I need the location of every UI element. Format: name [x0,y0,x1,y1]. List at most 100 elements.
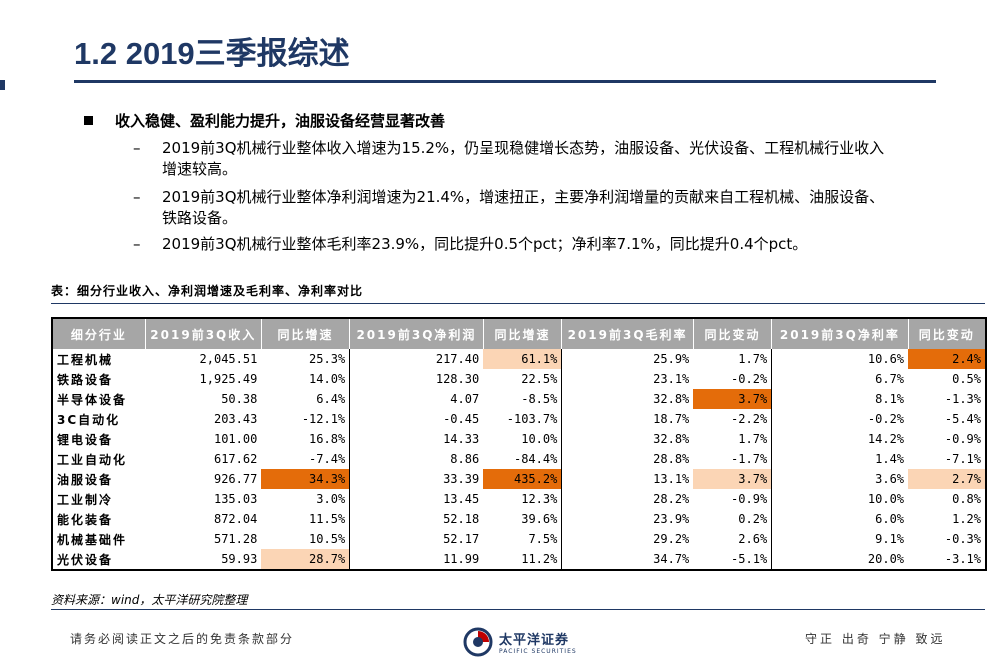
page-title: 1.2 2019三季报综述 [74,36,350,71]
table-cell: 1.7% [693,429,773,449]
table-cell: 0.5% [952,372,981,386]
table-cell: 10.0% [867,492,905,506]
table-cell: -0.9% [944,432,981,446]
industry-comparison-table: 细分行业 2019前3Q收入 同比增速 2019前3Q净利润 同比增速 2019… [51,317,987,571]
table-cell: 13.45 [443,492,480,506]
bullet-heading-text: 收入稳健、盈利能力提升，油服设备经营显著改善 [115,112,446,130]
table-cell: 34.3% [261,469,351,489]
table-cell: -3.1% [944,552,981,566]
table-cell: -1.7% [693,449,773,469]
dash-icon: – [133,188,141,206]
table-cell: 1.4% [875,452,905,466]
table-cell: -103.7% [483,409,563,429]
sub-bullet-2-line2: 铁路设备。 [162,209,238,227]
table-cell: 101.00 [213,432,258,446]
table-cell: 3.7% [693,469,773,489]
table-cell: -0.2% [867,412,905,426]
sub-bullet-1-line2: 增速较高。 [162,160,238,178]
table-cell: 4.07 [450,392,480,406]
dash-icon: – [133,235,141,253]
source-note: 资料来源：wind，太平洋研究院整理 [51,593,248,607]
table-cell: -7.4% [261,449,351,469]
table-cell: 29.2% [653,532,690,546]
table-row: 机械基础件 571.28 10.5% 52.17 7.5% 29.2% 2.6% 9.1% -0… [52,529,986,549]
table-cell: 1,925.49 [199,372,258,386]
table-cell: 3.0% [261,489,351,509]
table-row: 半导体设备 50.38 6.4% 4.07 -8.5% 32.8% 3.7% 8.1% -1.3… [52,389,986,409]
table-cell: 28.7% [261,549,351,570]
table-cell: 872.04 [213,512,258,526]
table-cell: 39.6% [483,509,563,529]
table-cell: 14.33 [443,432,480,446]
table-cell: 52.18 [443,512,480,526]
industry-name-cell: 工业制冷 [57,492,114,507]
table-cell: 0.2% [693,509,773,529]
caption-rule [51,303,985,304]
table-cell: 9.1% [875,532,905,546]
col-header: 同比增速 [261,318,351,349]
table-cell: 16.8% [261,429,351,449]
industry-name-cell: 3C自动化 [57,412,121,427]
table-cell: 59.93 [221,552,258,566]
table-row: 光伏设备 59.93 28.7% 11.99 11.2% 34.7% -5.1% 20.0% -… [52,549,986,570]
table-row: 铁路设备 1,925.49 14.0% 128.30 22.5% 23.1% -0.2% 6.… [52,369,986,389]
table-cell: 10.0% [483,429,563,449]
table-cell: 8.86 [450,452,480,466]
disclaimer-footer: 请务必阅读正文之后的免责条款部分 [70,632,295,646]
table-cell: 14.2% [867,432,905,446]
col-header: 2019前3Q毛利率 [561,318,694,349]
table-cell: 28.2% [653,492,690,506]
table-cell: -12.1% [261,409,351,429]
table-cell: -5.4% [944,412,981,426]
table-cell: 1.2% [952,512,981,526]
table-row: 油服设备 926.77 34.3% 33.39 435.2% 13.1% 3.7% 3.6% 2… [52,469,986,489]
table-row: 工程机械 2,045.51 25.3% 217.40 61.1% 25.9% 1.7% 10.… [52,349,986,369]
table-cell: 13.1% [653,472,690,486]
bullet-square-icon [84,116,93,125]
col-header: 同比增速 [483,318,563,349]
table-row: 工业自动化 617.62 -7.4% 8.86 -84.4% 28.8% -1.7% 1.4%… [52,449,986,469]
table-cell: 2.6% [693,529,773,549]
col-header: 2019前3Q净利率 [771,318,909,349]
industry-name-cell: 工程机械 [57,352,114,367]
table-cell: 6.4% [261,389,351,409]
table-caption: 表：细分行业收入、净利润增速及毛利率、净利率对比 [51,284,364,298]
industry-name-cell: 工业自动化 [57,452,128,467]
motto-footer: 守正 出奇 宁静 致远 [805,632,946,646]
table-cell: 11.99 [443,552,480,566]
table-cell: -2.2% [693,409,773,429]
table-cell: 128.30 [435,372,480,386]
table-cell: 20.0% [867,552,905,566]
table-row: 锂电设备 101.00 16.8% 14.33 10.0% 32.8% 1.7% 14.2% -… [52,429,986,449]
table-cell: 2,045.51 [199,352,258,366]
table-cell: 32.8% [653,392,690,406]
bullet-heading: 收入稳健、盈利能力提升，油服设备经营显著改善 [84,110,445,131]
table-row: 能化装备 872.04 11.5% 52.18 39.6% 23.9% 0.2% 6.0% 1.… [52,509,986,529]
logo-icon [463,627,493,657]
table-cell: 571.28 [213,532,258,546]
industry-name-cell: 机械基础件 [57,532,128,547]
title-accent-bar [0,80,5,90]
table-row: 工业制冷 135.03 3.0% 13.45 12.3% 28.2% -0.9% 10.0% 0… [52,489,986,509]
col-header: 细分行业 [52,318,146,349]
table-cell: 7.5% [483,529,563,549]
table-cell: 6.0% [875,512,905,526]
table-cell: 33.39 [443,472,480,486]
table-cell: 12.3% [483,489,563,509]
logo-text-en: PACIFIC SECURITIES [499,648,577,655]
table-cell: 435.2% [483,469,563,489]
table-cell: 3.6% [875,472,905,486]
table-cell: 8.1% [875,392,905,406]
industry-name-cell: 锂电设备 [57,432,114,447]
table-row: 3C自动化 203.43 -12.1% -0.45 -103.7% 18.7% -2.2% -… [52,409,986,429]
table-cell: 926.77 [213,472,258,486]
col-header: 2019前3Q净利润 [349,318,484,349]
table-cell: 11.5% [261,509,351,529]
source-rule [51,609,985,610]
table-cell: 6.7% [875,372,905,386]
table-cell: 18.7% [653,412,690,426]
table-cell: -1.3% [944,392,981,406]
industry-name-cell: 油服设备 [57,472,114,487]
table-cell: 25.9% [653,352,690,366]
table-cell: -0.2% [693,369,773,389]
